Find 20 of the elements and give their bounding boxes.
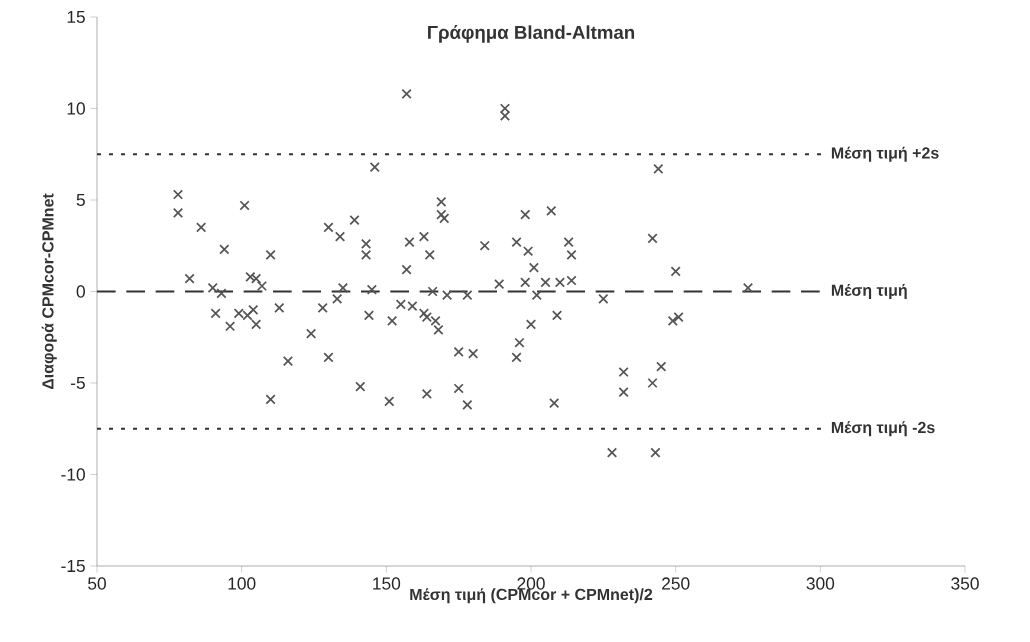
- ref-line-label: Μέση τιμή +2s: [831, 146, 939, 162]
- x-tick-label: 250: [662, 577, 690, 590]
- y-tick-label: -10: [61, 468, 85, 481]
- x-tick-label: 50: [88, 577, 106, 590]
- chart-title: Γράφημα Bland-Altman: [428, 25, 635, 43]
- y-tick-label: 15: [67, 10, 85, 24]
- x-tick-label: 200: [517, 577, 545, 590]
- ref-line-label: Μέση τιμή -2s: [831, 421, 935, 437]
- ref-line-label: Μέση τιμή: [831, 283, 907, 300]
- y-tick-label: 5: [76, 193, 85, 207]
- y-tick-label: -5: [70, 376, 85, 390]
- y-tick-label: 0: [76, 285, 85, 298]
- x-tick-label: 150: [373, 577, 401, 590]
- x-tick-label: 300: [806, 577, 835, 590]
- x-tick-label: 100: [228, 577, 256, 590]
- x-axis-title: Μέση τιμή (CPMcor + CPMnet)/2: [410, 588, 653, 604]
- y-axis-title: Διαφορά CPMcor-CPMnet: [41, 193, 57, 390]
- y-tick-label: -15: [61, 559, 85, 573]
- x-tick-label: 350: [951, 577, 979, 590]
- y-tick-label: 10: [67, 102, 85, 115]
